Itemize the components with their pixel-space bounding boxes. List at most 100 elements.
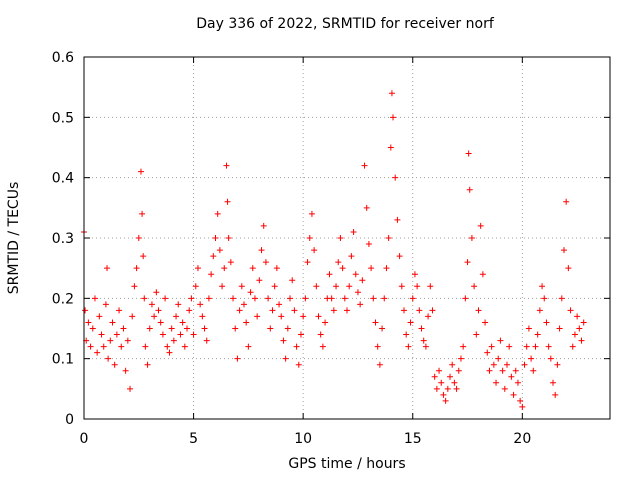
data-point [359, 277, 366, 284]
data-point [554, 361, 561, 368]
data-point [300, 313, 307, 320]
y-tick-label: 0.3 [52, 231, 74, 247]
data-point [418, 325, 425, 332]
data-point [282, 355, 289, 362]
y-tick-label: 0.6 [52, 50, 74, 66]
data-point [425, 313, 432, 320]
data-point [493, 379, 500, 386]
data-point [440, 391, 447, 398]
data-point [260, 222, 267, 229]
data-point [291, 307, 298, 314]
data-point [157, 319, 164, 326]
data-point [104, 265, 111, 272]
data-point [287, 295, 294, 302]
x-tick-label: 10 [294, 431, 312, 447]
data-point [341, 295, 348, 302]
data-point [238, 283, 245, 290]
data-point [262, 259, 269, 266]
data-point [295, 361, 302, 368]
data-point [224, 198, 231, 205]
data-points [81, 90, 587, 410]
data-point [381, 295, 388, 302]
data-point [361, 162, 368, 169]
data-point [230, 295, 237, 302]
grid-lines [84, 57, 610, 419]
data-point [166, 349, 173, 356]
data-point [503, 361, 510, 368]
data-point [170, 337, 177, 344]
data-point [453, 385, 460, 392]
data-point [278, 313, 285, 320]
data-point [499, 367, 506, 374]
data-point [374, 343, 381, 350]
data-point [479, 271, 486, 278]
data-point [122, 367, 129, 374]
data-point [306, 235, 313, 241]
data-point [317, 331, 324, 338]
data-point [102, 301, 109, 308]
data-point [409, 295, 416, 302]
data-point [188, 295, 195, 302]
data-point [394, 216, 401, 223]
data-point [465, 150, 472, 157]
data-point [267, 325, 274, 332]
data-point [236, 307, 243, 314]
data-point [109, 319, 116, 326]
data-point [372, 319, 379, 326]
data-point [534, 331, 541, 338]
data-point [227, 259, 234, 266]
data-point [240, 301, 247, 308]
data-point [280, 337, 287, 344]
data-point [510, 391, 517, 398]
data-point [451, 379, 458, 386]
x-tick-label: 5 [189, 431, 198, 447]
data-point [311, 247, 318, 254]
data-point [390, 114, 397, 121]
y-tick-label: 0 [65, 412, 74, 428]
data-point [552, 391, 559, 398]
data-point [541, 295, 548, 302]
data-point [376, 361, 383, 368]
data-point [495, 355, 502, 362]
data-point [87, 343, 94, 350]
data-point [201, 325, 208, 332]
data-point [142, 343, 149, 350]
data-point [186, 307, 193, 314]
data-point [245, 343, 252, 350]
data-point [560, 247, 567, 254]
data-point [519, 403, 526, 410]
data-point [385, 235, 392, 241]
data-point [370, 295, 377, 302]
data-point [315, 313, 322, 320]
data-point [148, 301, 155, 308]
data-point [135, 235, 142, 241]
data-point [205, 295, 212, 302]
data-point [405, 343, 412, 350]
data-point [407, 319, 414, 326]
data-point [486, 367, 493, 374]
data-point [177, 331, 184, 338]
data-point [416, 307, 423, 314]
data-point [444, 385, 451, 392]
data-point [208, 271, 215, 278]
data-point [131, 283, 138, 290]
data-point [159, 331, 166, 338]
data-point [256, 277, 263, 284]
data-point [140, 253, 147, 260]
y-axis-label: SRMTID / TECUs [6, 181, 22, 295]
data-point [105, 355, 112, 362]
data-point [464, 259, 471, 266]
data-point [113, 331, 120, 338]
data-point [556, 325, 563, 332]
data-point [521, 361, 528, 368]
data-point [339, 265, 346, 272]
data-point [179, 319, 186, 326]
data-point [365, 241, 372, 248]
data-point [442, 397, 449, 404]
data-point [203, 337, 210, 344]
x-axis-label: GPS time / hours [288, 456, 406, 472]
data-point [116, 307, 123, 314]
data-point [234, 355, 241, 362]
data-point [403, 331, 410, 338]
